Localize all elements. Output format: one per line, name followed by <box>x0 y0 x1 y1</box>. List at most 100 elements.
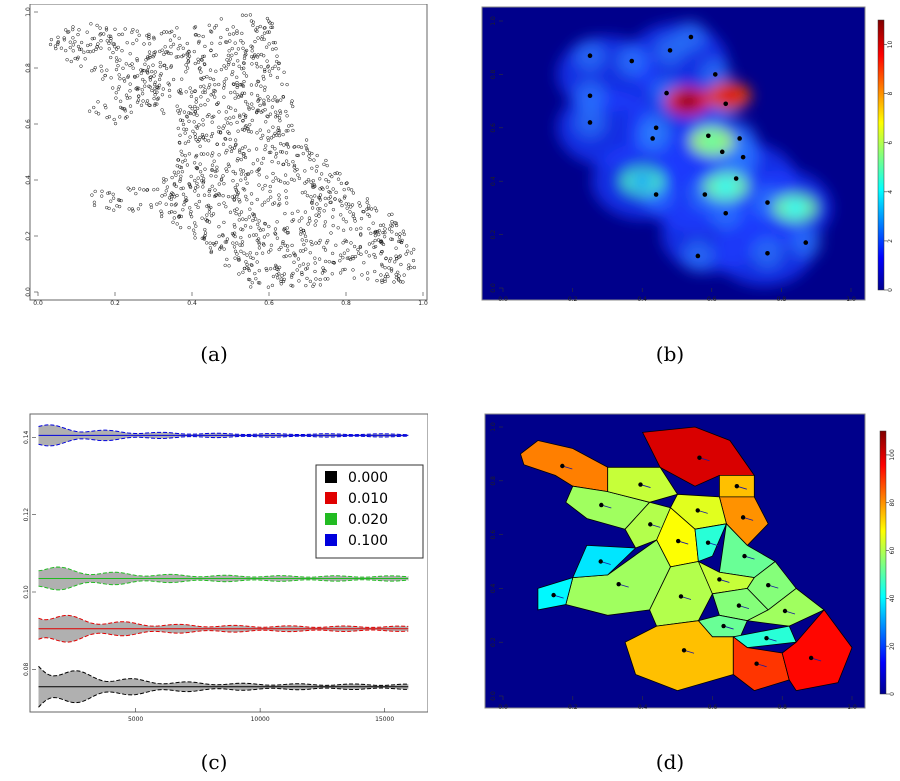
data-point <box>324 158 328 163</box>
data-point <box>313 194 317 198</box>
data-point <box>217 225 221 229</box>
data-point <box>313 256 317 260</box>
data-point <box>120 32 125 36</box>
data-point <box>289 101 294 105</box>
data-point <box>64 28 68 32</box>
y-tick-label: 0.8 <box>25 63 32 73</box>
data-point <box>217 193 222 197</box>
data-point <box>284 195 289 200</box>
data-point <box>107 41 111 46</box>
data-point <box>393 221 397 225</box>
center-point <box>803 240 809 245</box>
data-point <box>270 144 275 149</box>
data-point <box>290 219 294 223</box>
data-point <box>285 141 289 146</box>
data-point <box>268 189 272 194</box>
data-point <box>301 249 305 253</box>
y-tick-label: 0.6 <box>490 123 497 133</box>
data-point <box>239 93 243 97</box>
data-point <box>131 186 136 191</box>
data-point <box>254 217 258 221</box>
data-point <box>209 93 213 97</box>
data-point <box>305 193 310 198</box>
data-point <box>249 192 254 196</box>
data-point <box>342 251 347 255</box>
data-point <box>383 231 387 235</box>
data-point <box>345 206 349 210</box>
data-point <box>317 241 321 245</box>
data-point <box>93 189 97 194</box>
data-point <box>320 271 325 275</box>
data-point <box>324 178 328 182</box>
data-point <box>73 56 77 61</box>
data-point <box>243 145 247 149</box>
y-tick-label: 0.08 <box>23 662 30 676</box>
data-point <box>68 45 72 50</box>
data-point <box>243 99 248 104</box>
data-point <box>109 36 113 41</box>
data-point <box>188 206 192 210</box>
data-point <box>152 96 156 101</box>
data-point <box>232 231 237 235</box>
data-point <box>76 32 80 37</box>
data-point <box>196 185 200 189</box>
center-point <box>688 34 694 40</box>
data-point <box>211 77 216 82</box>
data-point <box>349 241 353 245</box>
data-point <box>192 26 197 30</box>
x-tick-label: 0.0 <box>498 704 508 711</box>
data-point <box>232 194 237 198</box>
axes: 0.0 0.2 0.4 0.6 0.8 1.0 0.0 0.2 0.4 0.6 0.8 1.0 <box>25 7 428 307</box>
data-point <box>182 203 186 207</box>
data-point <box>180 118 185 123</box>
data-point <box>49 37 54 42</box>
data-point <box>111 86 115 90</box>
data-point <box>236 258 241 262</box>
data-point <box>100 194 104 198</box>
data-point <box>152 37 156 41</box>
axes: 0.0 0.2 0.4 0.6 0.8 1.0 0.0 0.2 0.4 0.6 0.8 1.0 <box>490 16 856 303</box>
data-point <box>389 256 393 261</box>
data-point <box>114 67 119 72</box>
data-point <box>237 213 242 217</box>
data-point <box>265 16 270 21</box>
data-point <box>257 226 261 230</box>
data-point <box>398 239 402 243</box>
data-point <box>197 138 202 142</box>
data-point <box>267 129 271 133</box>
data-point <box>174 55 178 59</box>
data-point <box>113 121 118 126</box>
data-point <box>172 182 177 186</box>
data-point <box>407 263 411 267</box>
data-point <box>89 22 93 26</box>
region-center-point <box>616 581 621 587</box>
data-point <box>233 225 237 229</box>
data-point <box>157 77 162 82</box>
data-point <box>132 74 137 79</box>
data-point <box>150 88 154 93</box>
x-tick-label: 0.0 <box>33 300 43 307</box>
data-point <box>242 71 246 75</box>
data-point <box>283 211 287 216</box>
data-point <box>412 247 416 252</box>
data-point <box>187 119 191 123</box>
x-tick-label: 1.0 <box>418 300 428 307</box>
data-point <box>309 239 313 244</box>
data-point <box>266 233 270 237</box>
data-point <box>179 186 183 191</box>
data-point <box>142 42 146 46</box>
region-center-point <box>681 648 687 653</box>
data-point <box>189 210 193 214</box>
data-point <box>367 214 372 218</box>
data-point <box>164 189 168 193</box>
data-point <box>104 28 109 32</box>
data-point <box>283 173 288 177</box>
data-point <box>238 83 242 87</box>
data-point <box>147 32 151 37</box>
data-point <box>224 110 228 114</box>
data-point <box>313 223 317 227</box>
data-point <box>238 168 243 172</box>
data-point <box>206 98 210 102</box>
data-point <box>100 69 104 73</box>
data-point <box>215 142 219 146</box>
